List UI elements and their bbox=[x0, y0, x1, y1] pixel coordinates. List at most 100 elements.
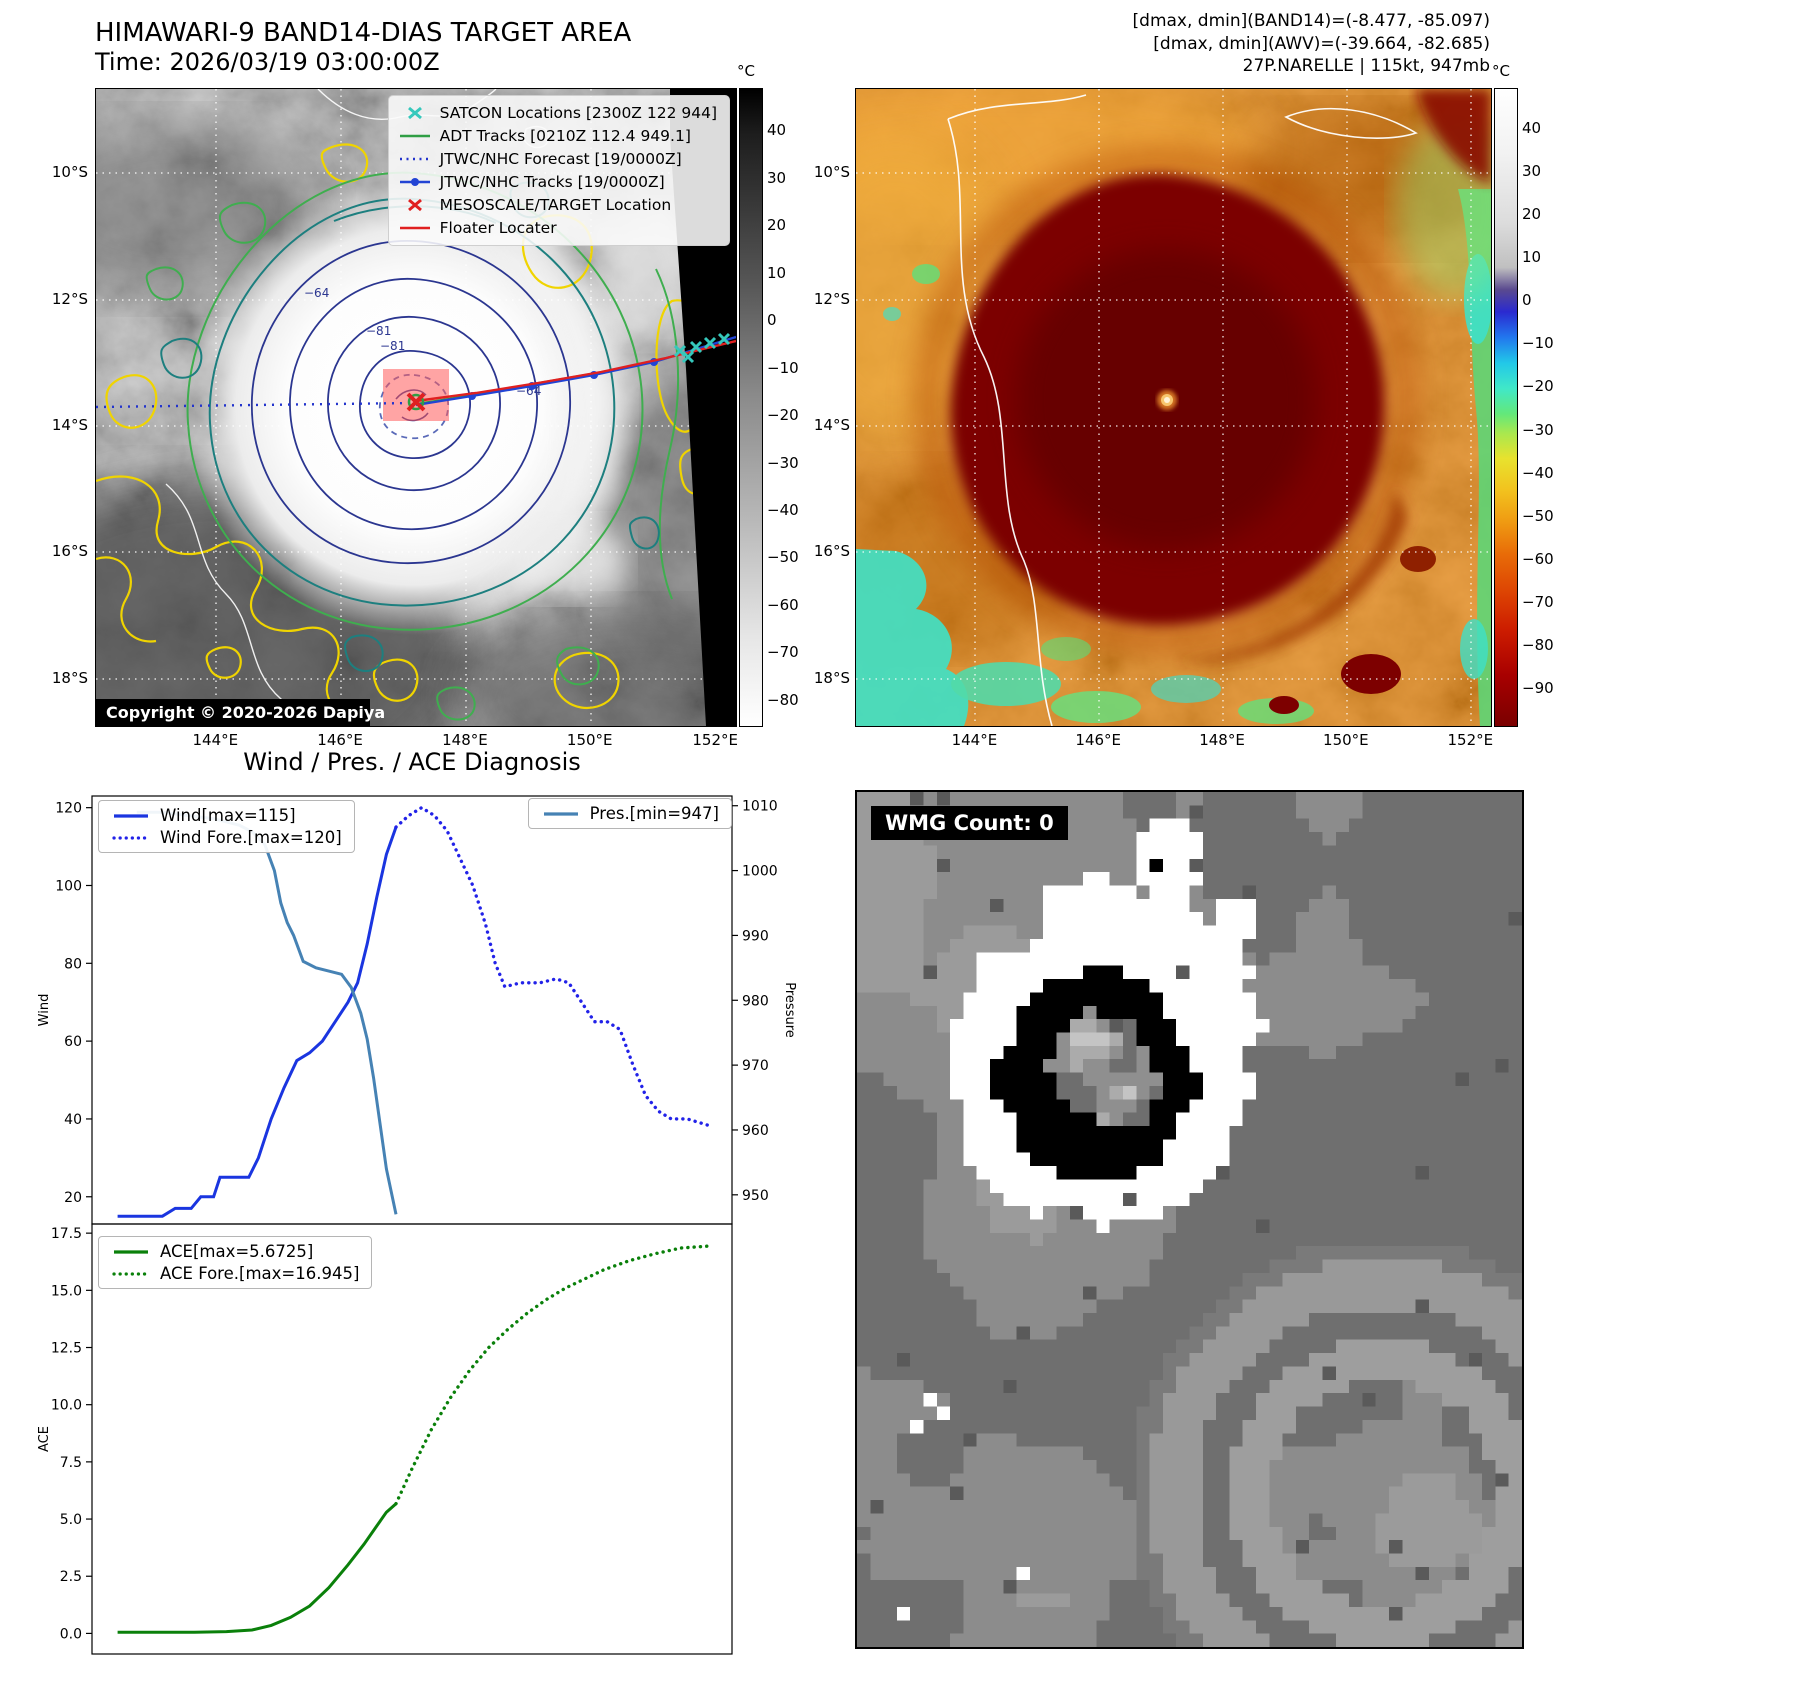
chart-series bbox=[136, 810, 398, 1215]
line-marker-icon bbox=[111, 831, 151, 845]
storm-eye bbox=[1157, 390, 1177, 410]
colorbar-tick-label: −60 bbox=[1522, 549, 1554, 568]
legend-item: Floater Locater bbox=[398, 219, 717, 237]
colorbar-tick-label: 40 bbox=[767, 121, 787, 140]
colorbar-tick-label: 30 bbox=[767, 168, 787, 187]
axis-tick-label: 960 bbox=[742, 1123, 769, 1139]
jtwc-forecast-line bbox=[96, 401, 415, 409]
awv-map-art bbox=[856, 89, 1491, 726]
axis-tick-label: 14°S bbox=[51, 415, 88, 434]
axis-tick-label: 146°E bbox=[317, 731, 363, 749]
awv-lat-axis: 10°S 12°S 14°S 16°S 18°S bbox=[798, 88, 850, 725]
legend-item-label: Wind Fore.[max=120] bbox=[160, 828, 342, 847]
storm-rim bbox=[916, 149, 1418, 651]
line-marker-icon bbox=[111, 1267, 151, 1281]
adt-position-marker bbox=[407, 393, 425, 411]
axis-tick-label: 7.5 bbox=[60, 1455, 82, 1471]
band14-legend: SATCON Locations [2300Z 122 944] ADT Trac… bbox=[387, 95, 730, 246]
colorbar-tick-label: 10 bbox=[1522, 248, 1542, 267]
storm-tail-band bbox=[1176, 489, 1408, 662]
axis-tick-label: 152°E bbox=[1447, 731, 1494, 749]
axis-tick-label: 1010 bbox=[742, 799, 778, 815]
legend-item: ACE Fore.[max=16.945] bbox=[111, 1264, 359, 1283]
axis-tick-label: 144°E bbox=[192, 731, 239, 749]
wind-legend: Wind[max=115] Wind Fore.[max=120] bbox=[98, 800, 355, 853]
contour-label: −81 bbox=[366, 324, 391, 338]
colorbar-tick-label: −70 bbox=[1522, 592, 1554, 611]
diagnosis-title: Wind / Pres. / ACE Diagnosis bbox=[243, 748, 581, 776]
colorbar-tick-label: 10 bbox=[767, 263, 787, 282]
legend-item-label: Wind[max=115] bbox=[160, 806, 296, 825]
colorbar-tick-label: 0 bbox=[1522, 291, 1532, 310]
legend-item-label: ACE[max=5.6725] bbox=[160, 1242, 314, 1261]
diagnosis-chart: 20 40 60 80 100 120 950 960 970 980 990 1000 1010 Win… bbox=[37, 795, 797, 1655]
axis-tick-label: 14°S bbox=[813, 415, 850, 434]
diagnosis-panel: Wind / Pres. / ACE Diagnosis 20 40 60 80 100… bbox=[30, 748, 830, 1688]
graticule bbox=[856, 89, 1491, 726]
axis-tick-label: 0.0 bbox=[60, 1626, 82, 1642]
band14-title: HIMAWARI-9 BAND14-DIAS TARGET AREA bbox=[95, 18, 632, 48]
legend-item: JTWC/NHC Forecast [19/0000Z] bbox=[398, 150, 717, 168]
legend-item-label: ACE Fore.[max=16.945] bbox=[160, 1264, 360, 1283]
legend-item-label: ADT Tracks [0210Z 112.4 949.1] bbox=[439, 127, 691, 145]
axis-tick-label: 20 bbox=[64, 1190, 82, 1206]
axis-tick-label: 120 bbox=[55, 801, 82, 817]
copyright-badge: Copyright © 2020-2026 Dapiya bbox=[96, 699, 385, 726]
legend-item: JTWC/NHC Tracks [19/0000Z] bbox=[398, 173, 717, 191]
plot-frame bbox=[91, 795, 733, 1225]
colorbar-tick-label: −90 bbox=[1522, 678, 1554, 697]
legend-item: SATCON Locations [2300Z 122 944] bbox=[398, 104, 717, 122]
axis-tick-label: 10°S bbox=[813, 163, 850, 182]
legend-item: ADT Tracks [0210Z 112.4 949.1] bbox=[398, 127, 717, 145]
legend-item-label: SATCON Locations [2300Z 122 944] bbox=[439, 104, 717, 122]
colorbar-tick-label: 20 bbox=[1522, 205, 1542, 224]
axis-tick-label: 152°E bbox=[692, 731, 738, 749]
colorbar-tick-label: −20 bbox=[767, 406, 799, 425]
axis-tick-label: 12.5 bbox=[51, 1341, 82, 1357]
line-marker-icon bbox=[398, 128, 432, 144]
y-axis-label: Pressure bbox=[782, 982, 797, 1038]
awv-map bbox=[855, 88, 1492, 727]
wmg-image bbox=[857, 792, 1522, 1647]
axis-tick-label: 18°S bbox=[813, 668, 850, 687]
axis-tick-label: 17.5 bbox=[51, 1226, 82, 1242]
axis-tick-label: 1000 bbox=[742, 864, 778, 880]
band14-map: −64 −81 −81 −64 bbox=[95, 88, 737, 727]
axis-tick-label: 146°E bbox=[1075, 731, 1122, 749]
contour-green bbox=[145, 171, 680, 721]
awv-colorbar-unit: °C bbox=[1492, 62, 1510, 80]
colorbar-tick-label: −20 bbox=[1522, 377, 1554, 396]
axis-tick-label: 970 bbox=[742, 1058, 769, 1074]
axis-tick-label: 10.0 bbox=[51, 1398, 82, 1414]
colorbar-tick-label: 40 bbox=[1522, 119, 1542, 138]
coastline bbox=[947, 94, 1418, 726]
line-marker-icon bbox=[398, 220, 432, 236]
axis-tick-label: 148°E bbox=[442, 731, 488, 749]
colorbar-tick-label: −30 bbox=[767, 453, 799, 472]
axis-tick-label: 15.0 bbox=[51, 1283, 82, 1299]
band14-colorbar-ticks: 40 30 20 10 0 −10 −20 −30 −40 −50 −60 −70 −80 bbox=[767, 88, 813, 725]
axis-tick-label: 12°S bbox=[51, 289, 88, 308]
band14-title-block: HIMAWARI-9 BAND14-DIAS TARGET AREA Time:… bbox=[95, 18, 631, 76]
awv-lon-axis: 144°E 146°E 148°E 150°E 152°E bbox=[855, 731, 1494, 753]
axis-tick-label: 150°E bbox=[566, 731, 613, 749]
colorbar-tick-label: −40 bbox=[767, 500, 799, 519]
axis-tick-label: 980 bbox=[742, 993, 769, 1009]
line-marker-icon bbox=[398, 174, 432, 190]
colorbar-tick-label: −10 bbox=[767, 358, 799, 377]
satcon-markers bbox=[673, 332, 731, 364]
awv-header: [dmax, dmin](BAND14)=(-8.477, -85.097) [… bbox=[1000, 10, 1490, 78]
colorbar-tick-label: −30 bbox=[1522, 420, 1554, 439]
contour-label: −64 bbox=[304, 286, 329, 300]
chart-series bbox=[117, 1502, 397, 1634]
line-marker-icon bbox=[111, 1245, 151, 1259]
awv-header-line: 27P.NARELLE | 115kt, 947mb bbox=[1242, 56, 1490, 77]
axis-tick-label: 12°S bbox=[813, 289, 850, 308]
pressure-legend: Pres.[min=947] bbox=[527, 798, 732, 829]
legend-item-label: JTWC/NHC Tracks [19/0000Z] bbox=[439, 173, 665, 191]
colorbar-tick-label: −70 bbox=[767, 643, 799, 662]
awv-colorbar bbox=[1494, 88, 1518, 727]
line-marker-icon bbox=[111, 809, 151, 823]
contour-label: −81 bbox=[380, 339, 405, 353]
band14-subtitle: Time: 2026/03/19 03:00:00Z bbox=[95, 48, 440, 76]
